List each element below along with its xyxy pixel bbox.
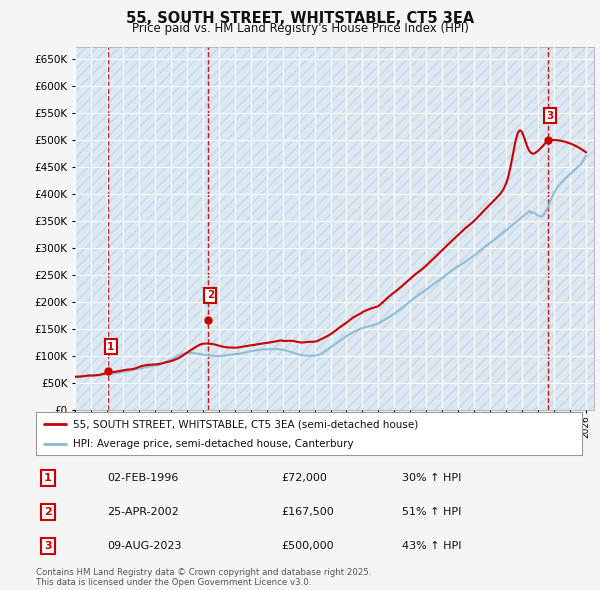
Text: 1: 1 bbox=[107, 342, 115, 352]
Text: 25-APR-2002: 25-APR-2002 bbox=[107, 507, 179, 517]
Text: 55, SOUTH STREET, WHITSTABLE, CT5 3EA: 55, SOUTH STREET, WHITSTABLE, CT5 3EA bbox=[126, 11, 474, 25]
Text: 30% ↑ HPI: 30% ↑ HPI bbox=[402, 473, 461, 483]
Text: 55, SOUTH STREET, WHITSTABLE, CT5 3EA (semi-detached house): 55, SOUTH STREET, WHITSTABLE, CT5 3EA (s… bbox=[73, 419, 418, 429]
Text: Contains HM Land Registry data © Crown copyright and database right 2025.
This d: Contains HM Land Registry data © Crown c… bbox=[36, 568, 371, 587]
Text: 09-AUG-2023: 09-AUG-2023 bbox=[107, 541, 181, 551]
Text: 51% ↑ HPI: 51% ↑ HPI bbox=[402, 507, 461, 517]
Text: 3: 3 bbox=[547, 111, 554, 121]
Text: £72,000: £72,000 bbox=[282, 473, 328, 483]
Text: £167,500: £167,500 bbox=[282, 507, 334, 517]
Text: 2: 2 bbox=[44, 507, 52, 517]
Text: 1: 1 bbox=[44, 473, 52, 483]
Text: 2: 2 bbox=[206, 290, 214, 300]
Text: HPI: Average price, semi-detached house, Canterbury: HPI: Average price, semi-detached house,… bbox=[73, 439, 354, 449]
Text: 43% ↑ HPI: 43% ↑ HPI bbox=[402, 541, 461, 551]
Text: 3: 3 bbox=[44, 541, 52, 551]
Text: 02-FEB-1996: 02-FEB-1996 bbox=[107, 473, 178, 483]
Text: £500,000: £500,000 bbox=[282, 541, 334, 551]
Text: Price paid vs. HM Land Registry's House Price Index (HPI): Price paid vs. HM Land Registry's House … bbox=[131, 22, 469, 35]
